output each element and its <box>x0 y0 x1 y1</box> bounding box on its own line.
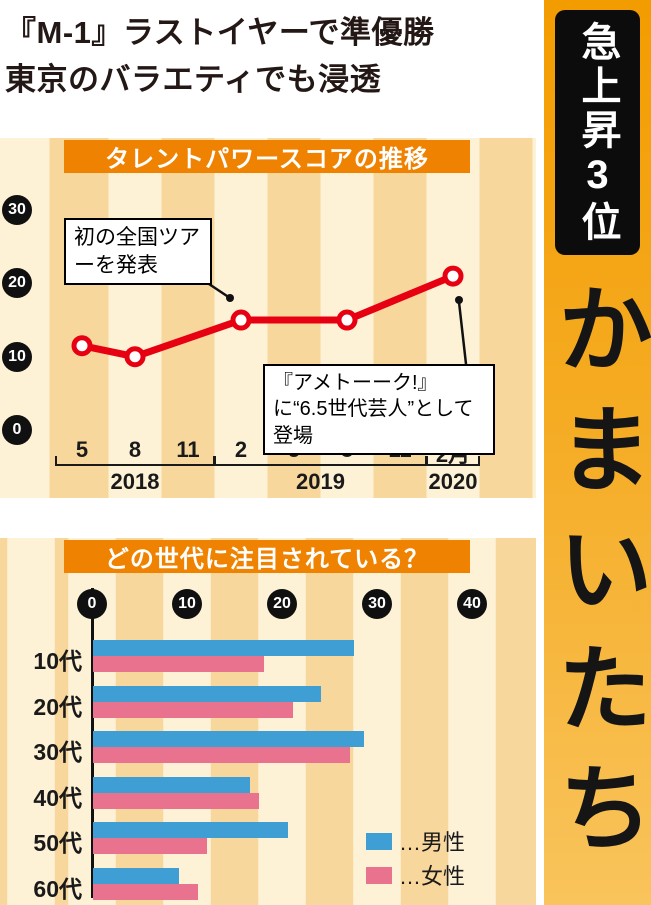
page-title-line-2: 東京のバラエティでも浸透 <box>5 61 382 97</box>
y-axis-value: 10 <box>2 341 32 372</box>
talent-name: かまいたち <box>542 280 651 905</box>
legend-label-female: …女性 <box>399 864 466 889</box>
year-label: 2020 <box>428 469 478 494</box>
category-label: 50代 <box>33 830 82 856</box>
category-label: 40代 <box>33 784 82 811</box>
category-label: 30代 <box>33 739 82 765</box>
legend-item-male: …男性 <box>366 830 465 855</box>
bar-female <box>93 883 198 900</box>
x-axis-label: 2 <box>234 437 248 462</box>
x-axis-label: 8 <box>128 437 142 462</box>
rank-badge: 急上昇3位 <box>555 10 640 255</box>
x-axis-value: 10 <box>172 589 202 619</box>
category-label: 10代 <box>33 648 82 674</box>
y-axis-value: 20 <box>2 268 32 299</box>
legend-swatch-female <box>366 866 392 884</box>
rank-badge-label: 急上昇3位 <box>575 20 620 245</box>
annotation-ametalk-appearance: 『アメトーーク!』に“6.5世代芸人”として登場 <box>263 364 495 456</box>
year-label: 2018 <box>110 469 160 494</box>
x-axis-value: 40 <box>457 589 487 619</box>
category-label: 20代 <box>33 693 82 720</box>
page-title: 『M-1』ラストイヤーで準優勝 東京のバラエティでも浸透 <box>5 10 434 103</box>
legend-item-female: …女性 <box>366 864 465 889</box>
x-axis-value: 30 <box>362 589 392 619</box>
bar-male <box>93 822 288 838</box>
bar-female <box>93 656 264 672</box>
category-label: 60代 <box>33 875 82 902</box>
x-axis-value: 20 <box>267 589 297 619</box>
bar-female <box>93 838 207 854</box>
bar-female <box>93 747 350 763</box>
x-axis-value: 0 <box>77 589 107 619</box>
annotation-pointer-lines <box>202 278 468 365</box>
talent-power-line-chart: タレントパワースコアの推移 初の全国ツアーを発表 『アメトーーク!』に“6.5世… <box>0 138 536 498</box>
bar-chart-axis-line <box>91 588 94 898</box>
year-label: 2019 <box>296 469 345 494</box>
legend-swatch-male <box>366 832 392 850</box>
bar-female <box>93 792 260 809</box>
line-chart-title: タレントパワースコアの推移 <box>64 140 470 173</box>
y-axis-value: 30 <box>2 195 32 226</box>
bar-chart-title: どの世代に注目されている？ <box>64 540 470 573</box>
side-banner: 急上昇3位 かまいたち <box>542 0 651 905</box>
annotation-first-national-tour: 初の全国ツアーを発表 <box>64 218 212 286</box>
bar-male <box>93 640 355 656</box>
bar-male <box>93 776 250 793</box>
bar-male <box>93 867 179 884</box>
generation-bar-chart: どの世代に注目されている？ …男性 …女性 0 10 20 30 40 10代 20代 30代… <box>0 538 536 905</box>
legend-label-male: …男性 <box>399 830 466 855</box>
legend: …男性 …女性 <box>366 830 465 898</box>
y-axis-value: 0 <box>2 415 32 445</box>
bar-female <box>93 701 293 718</box>
talent-name-text: かまいたち <box>542 280 651 879</box>
line-chart-plot <box>55 265 480 466</box>
bar-male <box>93 731 364 747</box>
bar-male <box>93 685 321 702</box>
x-axis-label: 5 <box>75 437 89 462</box>
page-title-line-1: 『M-1』ラストイヤーで準優勝 <box>5 15 435 50</box>
x-axis-label: 11 <box>176 437 200 462</box>
